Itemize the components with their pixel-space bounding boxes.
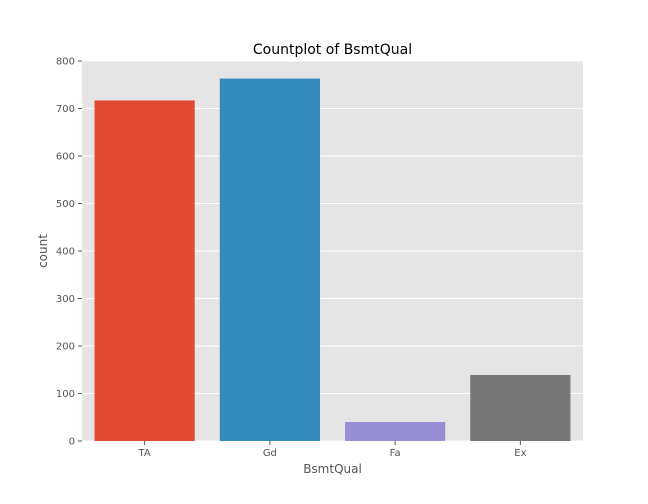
- x-tick-label: Fa: [390, 448, 401, 459]
- y-axis-label: count: [36, 234, 50, 268]
- x-tick-label: Gd: [263, 448, 277, 459]
- y-tick-label: 200: [56, 342, 75, 353]
- x-axis-label: BsmtQual: [303, 462, 362, 476]
- y-tick-label: 400: [56, 247, 75, 258]
- chart-title: Countplot of BsmtQual: [253, 42, 412, 58]
- y-axis-ticks: 0 100 200 300 400 500 600 700 800: [56, 57, 82, 448]
- x-tick-label: Ex: [514, 448, 526, 459]
- y-tick-label: 600: [56, 152, 75, 163]
- bars: [94, 78, 571, 442]
- bar-ex: [470, 374, 571, 441]
- x-axis-ticks: TA Gd Fa Ex: [138, 441, 527, 459]
- bar-gd: [219, 78, 320, 441]
- y-tick-label: 100: [56, 389, 75, 400]
- y-tick-label: 300: [56, 294, 75, 305]
- x-tick-label: TA: [138, 448, 151, 459]
- bar-fa: [345, 422, 446, 441]
- y-tick-label: 0: [69, 437, 75, 448]
- bar-ta: [94, 100, 195, 442]
- y-tick-label: 700: [56, 104, 75, 115]
- y-tick-label: 800: [56, 57, 75, 68]
- y-tick-label: 500: [56, 199, 75, 210]
